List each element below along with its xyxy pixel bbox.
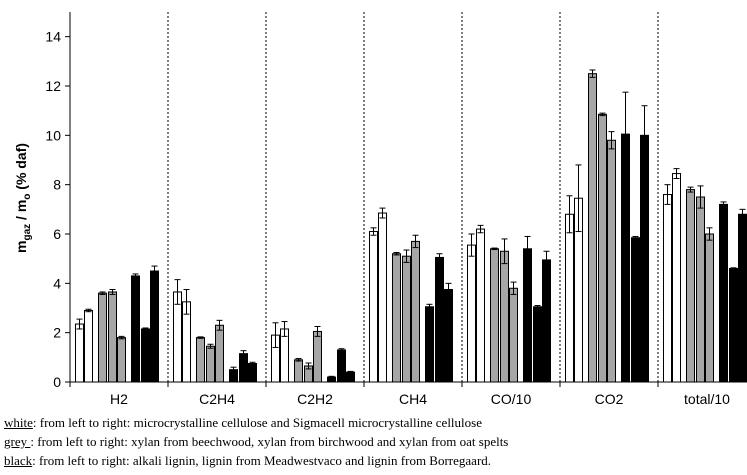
y-tick-label: 2 xyxy=(53,325,61,341)
y-tick-label: 14 xyxy=(45,29,61,45)
caption-text: from left to right: xylan from beechwood… xyxy=(37,434,509,449)
y-axis-label: mgaz / mo (% daf) xyxy=(13,143,33,253)
bar xyxy=(98,292,107,383)
bar xyxy=(337,349,346,383)
bar xyxy=(369,231,378,383)
x-tick-label: CH4 xyxy=(399,391,427,407)
bar xyxy=(411,240,420,383)
bar xyxy=(500,250,509,383)
bar xyxy=(294,359,303,383)
y-tick-label: 4 xyxy=(53,275,61,291)
bar xyxy=(173,291,182,383)
bar xyxy=(313,330,322,383)
y-axis-label-sub1: gaz xyxy=(22,224,33,241)
caption-line-black: black: from left to right: alkali lignin… xyxy=(4,453,491,468)
bar xyxy=(705,233,714,383)
bar xyxy=(607,139,616,383)
y-axis-label-main: m xyxy=(13,241,29,253)
bar xyxy=(150,270,159,383)
y-tick-label: 8 xyxy=(53,177,61,193)
caption-text: from left to right: alkali lignin, ligni… xyxy=(39,453,492,468)
bar xyxy=(402,255,411,383)
bar xyxy=(598,113,607,383)
bar xyxy=(75,323,84,383)
caption-sep: : xyxy=(30,434,38,449)
x-tick-label: CO2 xyxy=(595,391,624,407)
bar xyxy=(435,256,444,383)
y-tick-label: 6 xyxy=(53,226,61,242)
bar xyxy=(206,345,215,383)
bar xyxy=(239,353,248,383)
caption-key-grey: grey xyxy=(4,434,31,449)
bar xyxy=(490,248,499,383)
bar xyxy=(141,328,150,383)
bar xyxy=(108,291,117,383)
bar xyxy=(523,248,532,383)
y-tick-label: 10 xyxy=(45,127,61,143)
caption-sep: : xyxy=(32,415,40,430)
bar xyxy=(215,324,224,383)
bar xyxy=(672,173,681,383)
bar xyxy=(248,363,257,383)
bar-chart: 0 2 4 6 8 10 12 14 H2 C2H4 C2H2 CH4 CO/10 CO2 total/10… xyxy=(13,12,747,407)
bar xyxy=(565,213,574,383)
x-tick-label: C2H4 xyxy=(199,391,235,407)
bar xyxy=(738,213,747,383)
bar xyxy=(346,371,355,383)
caption-text: from left to right: microcrystalline cel… xyxy=(39,415,482,430)
y-axis-label-mid: / m xyxy=(13,200,29,224)
x-tick-label: C2H2 xyxy=(297,391,333,407)
bar xyxy=(425,306,434,383)
x-tick-label: H2 xyxy=(110,391,128,407)
bar xyxy=(686,189,695,383)
bar xyxy=(640,134,649,383)
bar xyxy=(117,337,126,383)
bar xyxy=(631,237,640,383)
bar xyxy=(378,212,387,383)
tick-labels: 0 2 4 6 8 10 12 14 H2 C2H4 C2H2 CH4 CO/10 CO2 total/10 xyxy=(45,29,730,407)
bar xyxy=(588,73,597,383)
bar xyxy=(392,253,401,383)
y-tick-label: 12 xyxy=(45,78,61,94)
bar xyxy=(729,268,738,383)
caption-key-black: black xyxy=(4,453,33,468)
y-axis-label-sub2: o xyxy=(22,194,33,200)
bar xyxy=(444,289,453,383)
caption-key-white: white xyxy=(4,415,33,430)
caption-sep: : xyxy=(32,453,40,468)
bar xyxy=(696,196,705,383)
bar xyxy=(663,194,672,383)
bar xyxy=(476,228,485,383)
x-tick-label: CO/10 xyxy=(491,391,532,407)
caption-line-grey: grey : from left to right: xylan from be… xyxy=(4,434,508,449)
x-tick-label: total/10 xyxy=(684,391,730,407)
bar xyxy=(84,309,93,383)
bar xyxy=(719,203,728,383)
bar xyxy=(131,275,140,383)
bar xyxy=(533,306,542,383)
caption-line-white: white: from left to right: microcrystall… xyxy=(4,415,482,430)
y-tick-label: 0 xyxy=(53,374,61,390)
bar xyxy=(509,287,518,383)
bar xyxy=(542,259,551,383)
bars xyxy=(75,69,747,383)
bar xyxy=(467,244,476,383)
bar xyxy=(280,328,289,383)
bar xyxy=(196,337,205,383)
y-axis-label-tail: (% daf) xyxy=(13,143,29,194)
